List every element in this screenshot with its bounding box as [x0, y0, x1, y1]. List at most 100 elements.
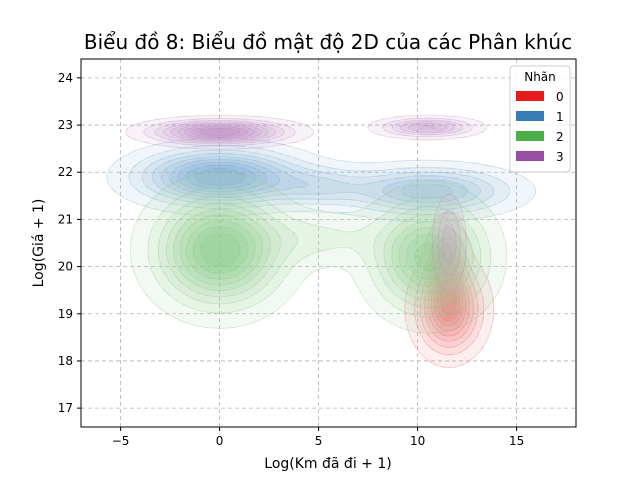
legend-label-2: 2 [556, 130, 564, 144]
density-contour-line [191, 126, 249, 138]
density-fill-level [160, 157, 467, 203]
density-contour-line [430, 257, 467, 332]
density-fill-level [173, 209, 467, 294]
density-contour-line [440, 279, 457, 315]
density-fill-level [436, 271, 460, 321]
legend-title: Nhãn [524, 70, 556, 84]
density-fill-level [195, 167, 246, 185]
density-contour-line [192, 226, 444, 274]
density-contour-line [185, 164, 257, 190]
density-contour-line [436, 271, 460, 322]
density-contour-line [169, 159, 453, 199]
density-contour-line [154, 119, 464, 264]
density-contour-line [195, 168, 246, 186]
density-contour-line [427, 251, 470, 337]
density-contour-line [170, 123, 448, 142]
density-series-2 [130, 171, 508, 334]
density-fill-level [178, 162, 268, 193]
legend-label-3: 3 [556, 150, 564, 164]
density-contour-line [186, 220, 453, 280]
y-axis-ticks: 17 18 19 20 21 22 23 24 [58, 71, 81, 415]
density-contour-line [147, 186, 492, 318]
density-fill-level [192, 226, 445, 274]
density-contour-line [414, 227, 485, 356]
density-fill-level [185, 165, 256, 190]
density-contour-line [419, 236, 479, 348]
density-contour-line [160, 156, 468, 203]
density-contour-line [424, 244, 474, 342]
density-fill-level [165, 202, 474, 301]
y-tick-label: 20 [58, 260, 73, 274]
density-contour-line [433, 264, 464, 327]
density-fill-level [128, 145, 509, 215]
density-fill-level [170, 160, 452, 198]
x-axis-label: Log(Km đã đi + 1) [264, 456, 391, 472]
density-contour-line [106, 137, 536, 223]
density-contour-line [143, 117, 473, 276]
density-contours [105, 114, 537, 368]
density-fill-level [153, 152, 482, 208]
chart-title: Biểu đồ 8: Biểu đồ mật độ 2D của các Phâ… [84, 30, 572, 54]
density-fill-level [431, 259, 467, 331]
density-contour-line [199, 128, 241, 137]
y-tick-label: 24 [58, 71, 73, 85]
x-axis-ticks: −5 0 5 10 15 [112, 427, 524, 448]
x-tick-label: −5 [112, 434, 130, 448]
density-fill-level [130, 172, 507, 334]
density-contour-line [151, 153, 481, 207]
density-fill-level [143, 118, 472, 274]
density-series-1 [105, 137, 537, 223]
density-fill-level [192, 128, 248, 138]
density-fill-level [424, 244, 474, 341]
density-fill-level [180, 214, 460, 287]
density-contour-line [163, 121, 456, 143]
x-tick-label: 0 [216, 434, 224, 448]
legend: Nhãn 0 1 2 3 [509, 65, 571, 173]
density-fill-level [419, 236, 479, 348]
x-tick-label: 10 [410, 434, 425, 448]
density-contour-line [177, 161, 267, 193]
legend-swatch-1 [516, 111, 544, 121]
density-contour-line [130, 171, 508, 334]
density-fill-level [143, 150, 494, 210]
density-contour-line [125, 114, 488, 293]
density-fill-level [163, 120, 455, 143]
density-fill-level [178, 125, 435, 141]
density-fill-level [200, 234, 241, 267]
legend-label-1: 1 [556, 110, 564, 124]
density-contour-line [128, 145, 511, 216]
density-fill-level [158, 197, 482, 309]
y-tick-label: 19 [58, 307, 73, 321]
density-fill-level [434, 264, 462, 326]
density-series-0 [404, 212, 495, 368]
density-contour-line [177, 124, 437, 141]
density-fill-level [170, 123, 447, 141]
plot-background [81, 59, 576, 427]
y-tick-label: 23 [58, 118, 73, 132]
y-tick-label: 17 [58, 401, 73, 415]
x-tick-label: 5 [315, 434, 323, 448]
density-fill-level [105, 138, 537, 222]
grid-lines [81, 59, 576, 427]
legend-swatch-0 [516, 91, 544, 101]
density-fill-level [404, 212, 494, 368]
y-axis-label: Log(Giá + 1) [31, 199, 47, 288]
density-fill-level [414, 226, 484, 356]
x-tick-label: 15 [509, 434, 524, 448]
density-contour-line [166, 203, 474, 301]
plot-frame [80, 58, 577, 428]
density-contour-line [173, 209, 467, 294]
density-fill-level [439, 278, 457, 314]
density-contour-line [179, 214, 460, 287]
density-fill-level [200, 128, 241, 136]
density-fill-level [148, 187, 492, 319]
density-series-3 [125, 114, 488, 293]
legend-swatch-3 [516, 151, 544, 161]
density-fill-level [185, 125, 256, 138]
legend-swatch-2 [516, 131, 544, 141]
density-fill-level [155, 120, 462, 262]
density-contour-line [404, 212, 495, 368]
density-contour-line [158, 195, 482, 308]
density-fill-level [429, 251, 469, 336]
